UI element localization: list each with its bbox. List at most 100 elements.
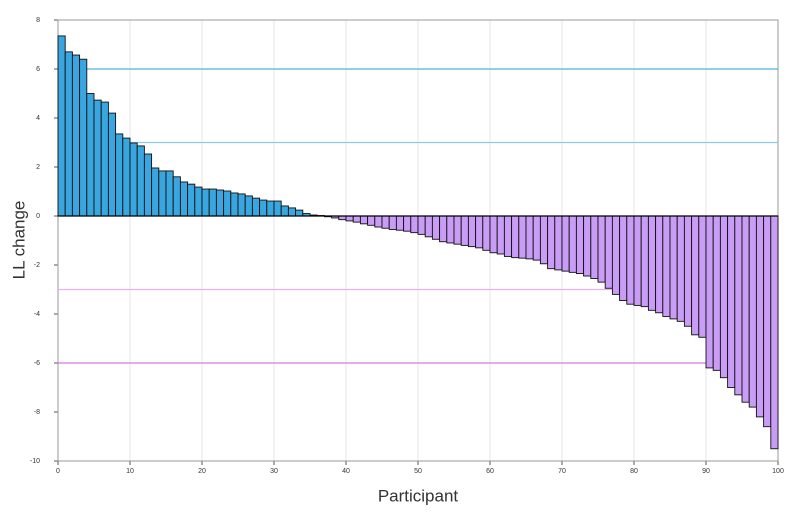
bar: [359, 215, 369, 225]
bar: [266, 200, 275, 217]
bar: [79, 58, 88, 217]
bar: [194, 186, 203, 217]
bar: [712, 215, 721, 371]
bar: [662, 215, 671, 317]
bar: [151, 167, 160, 217]
x-tick-label: 50: [414, 468, 422, 475]
bar: [374, 215, 383, 228]
bar: [208, 188, 217, 217]
bar: [727, 215, 736, 388]
bar: [453, 215, 462, 245]
bar: [107, 112, 117, 217]
y-tick-label: 8: [36, 17, 40, 24]
bar: [741, 215, 750, 403]
bar: [460, 215, 469, 246]
y-tick-label: 4: [36, 115, 40, 122]
bar: [187, 183, 196, 217]
bar: [129, 142, 138, 217]
y-tick-label: -10: [30, 458, 40, 465]
bar: [626, 215, 635, 305]
x-tick-label: 60: [486, 468, 494, 475]
bar: [539, 215, 549, 265]
bar: [770, 215, 779, 450]
bar: [575, 215, 585, 275]
bar: [417, 215, 426, 235]
bar: [345, 215, 354, 222]
bar: [179, 181, 189, 217]
bar: [619, 215, 628, 301]
y-tick-label: 0: [36, 213, 40, 220]
x-tick-label: 100: [772, 468, 784, 475]
bar: [676, 215, 685, 322]
x-tick-label: 30: [270, 468, 278, 475]
bar: [201, 188, 210, 217]
x-tick-label: 20: [198, 468, 206, 475]
bar: [475, 215, 484, 249]
bar: [388, 215, 397, 230]
bar: [496, 215, 505, 255]
bar: [172, 176, 181, 217]
bar: [230, 192, 239, 217]
bar: [64, 51, 73, 217]
bar: [287, 207, 297, 217]
y-axis-title: LL change: [9, 201, 28, 280]
bar: [698, 215, 707, 338]
bar: [403, 215, 412, 232]
bar: [215, 189, 225, 217]
bar: [244, 195, 253, 217]
bar: [482, 215, 491, 251]
bar: [561, 215, 570, 272]
bar: [604, 215, 613, 289]
bar: [57, 35, 66, 217]
x-tick-label: 40: [342, 468, 350, 475]
bar: [518, 215, 527, 259]
bar: [503, 215, 513, 257]
bar: [295, 209, 304, 217]
bar: [755, 215, 765, 418]
bar: [165, 170, 174, 217]
x-tick-label: 80: [630, 468, 638, 475]
y-tick-label: -4: [34, 311, 40, 318]
bar: [100, 101, 109, 217]
x-tick-label: 0: [56, 468, 60, 475]
bar: [158, 170, 167, 217]
bar: [568, 215, 577, 273]
bar: [748, 215, 757, 408]
y-tick-label: -8: [34, 409, 40, 416]
bar: [705, 215, 714, 369]
x-tick-label: 70: [558, 468, 566, 475]
bar: [431, 215, 441, 240]
x-tick-label: 10: [126, 468, 134, 475]
x-tick-label: 90: [702, 468, 710, 475]
bar: [554, 215, 563, 271]
bar: [280, 205, 289, 217]
bar: [71, 54, 81, 217]
bar: [511, 215, 520, 259]
y-tick-label: 2: [36, 164, 40, 171]
bar: [611, 215, 621, 295]
bar: [251, 197, 261, 217]
bar: [669, 215, 678, 320]
bar: [583, 215, 592, 277]
bar: [424, 215, 433, 238]
y-tick-label: 6: [36, 66, 40, 73]
bar: [115, 133, 124, 217]
bar: [597, 215, 606, 283]
bar: [683, 215, 693, 327]
bar: [525, 215, 534, 260]
bar: [547, 215, 556, 270]
bar: [633, 215, 642, 306]
bar: [691, 215, 700, 336]
bar: [395, 215, 405, 231]
bar: [467, 215, 477, 248]
bar: [136, 145, 145, 217]
bar: [273, 200, 282, 217]
bar: [381, 215, 390, 229]
bar: [352, 215, 361, 223]
bar: [489, 215, 498, 254]
bar: [237, 193, 246, 217]
bar: [439, 215, 448, 243]
x-axis-title: Participant: [378, 486, 459, 505]
